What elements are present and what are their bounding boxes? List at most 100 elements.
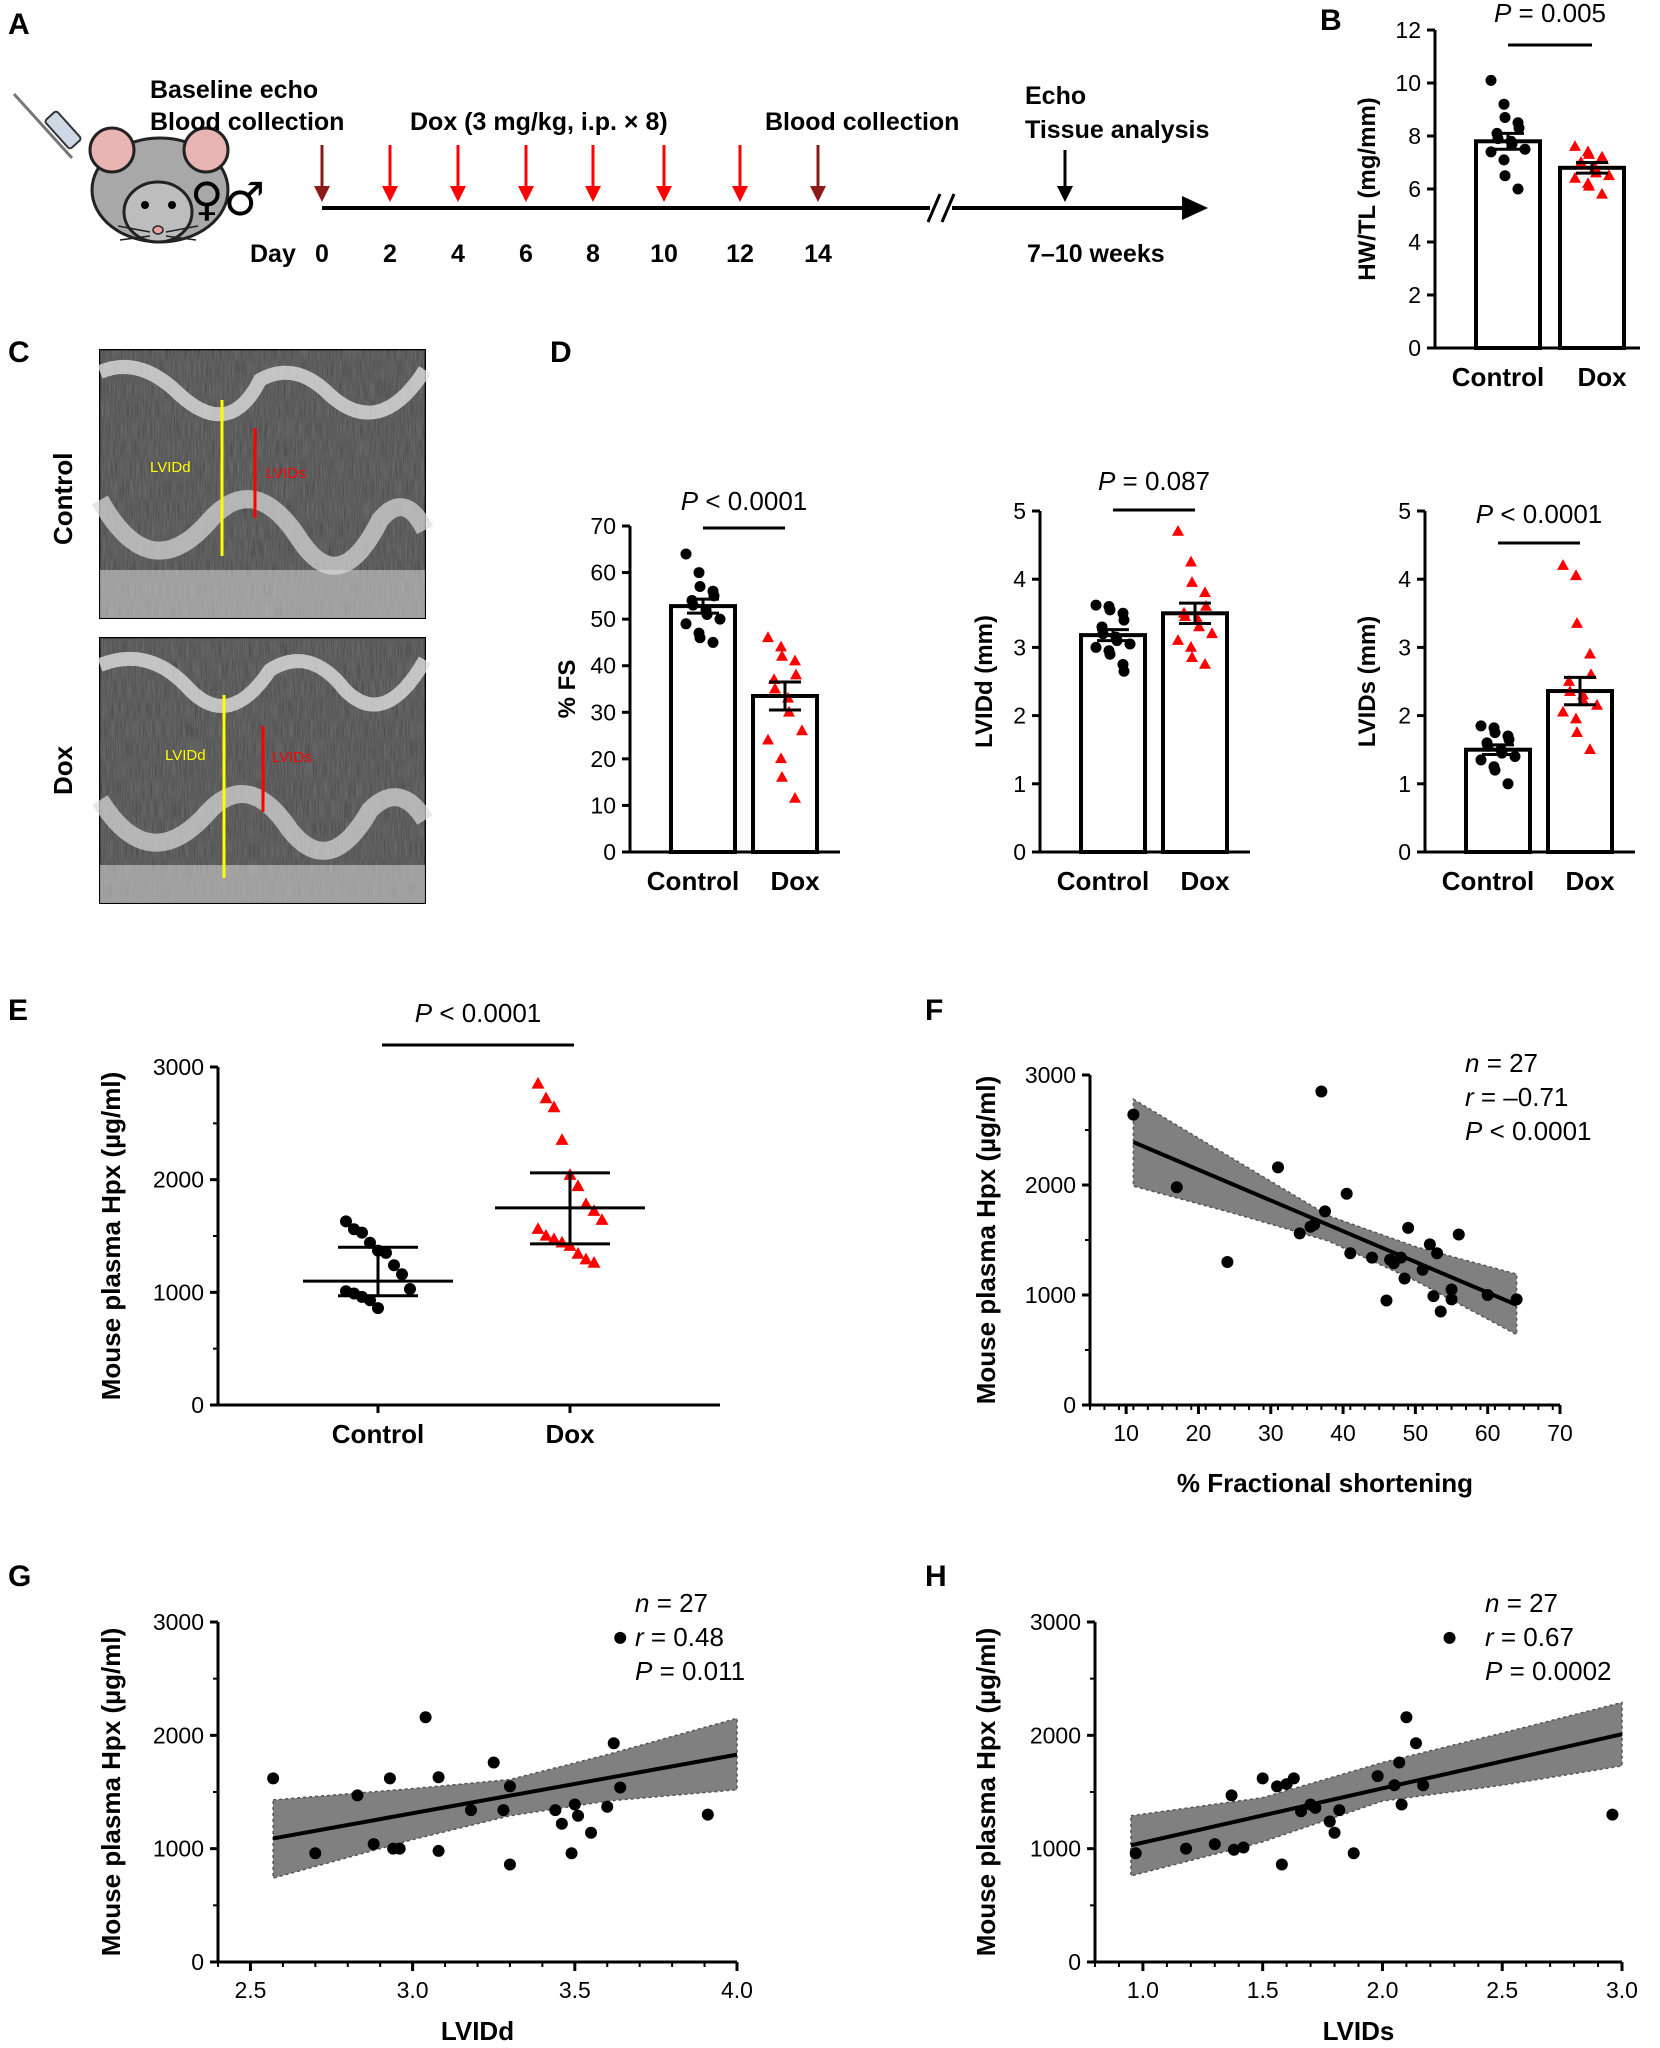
data-point-control [693, 567, 705, 579]
data-point [1394, 1251, 1407, 1264]
data-point-dox [796, 724, 808, 736]
echo-row-label-control: Control [48, 453, 78, 545]
timeline-break-1 [926, 193, 942, 223]
bar-control [669, 604, 737, 854]
data-point-control [364, 1236, 376, 1249]
x-tick-label: 70 [1547, 1420, 1573, 1446]
data-point-control [1499, 111, 1511, 123]
data-point-control [1489, 727, 1501, 739]
data-point-control [372, 1302, 384, 1315]
y-tick-label: 2000 [1025, 1172, 1076, 1198]
timeline-day-14: 14 [804, 240, 832, 268]
data-point-dox [1596, 187, 1608, 199]
data-point-dox [1193, 620, 1205, 632]
data-point-dox [1570, 569, 1582, 581]
p-value-label: P < 0.0001 [415, 998, 542, 1028]
y-tick-label: 10 [590, 792, 616, 818]
data-point-dox [762, 631, 774, 643]
data-point-dox [1569, 140, 1581, 151]
stat-label: n = 27 [1465, 1048, 1538, 1078]
x-axis-label: LVIDd [441, 2016, 514, 2046]
data-point-control [356, 1226, 368, 1239]
data-point-control [1090, 599, 1102, 611]
timeline-label-echo: Echo [1025, 82, 1086, 110]
data-point-control [1485, 74, 1497, 86]
timeline-label-dox: Dox (3 mg/kg, i.p. × 8) [410, 108, 668, 136]
data-point-dox [790, 668, 802, 680]
data-point-control [694, 581, 706, 593]
y-tick-label: 0 [1063, 1392, 1076, 1418]
data-point [1221, 1256, 1234, 1268]
timeline-label-baseline: Baseline echo [150, 76, 318, 104]
mouse-head [122, 180, 194, 244]
timeline-break-2 [940, 193, 956, 223]
data-point [1606, 1808, 1619, 1821]
y-tick-label: 0 [1013, 839, 1026, 865]
data-point [432, 1771, 445, 1784]
data-point-dox [539, 1091, 553, 1104]
data-point-dox [1172, 524, 1184, 536]
data-point-control [1090, 641, 1102, 653]
echo-images-panel: Control Dox LVIDd LVIDs LVIDd LVIDs [48, 349, 434, 904]
data-point [568, 1798, 581, 1811]
y-tick-label: 3000 [153, 1609, 204, 1635]
data-point [1427, 1290, 1440, 1303]
data-point-dox [1186, 576, 1198, 587]
data-point [1237, 1841, 1250, 1854]
x-tick-label: 1.0 [1127, 1977, 1159, 2003]
regression-line [272, 1752, 738, 1841]
timeline-day-4: 4 [451, 240, 465, 268]
data-point-dox [1571, 617, 1583, 628]
y-tick-label: 1000 [153, 1279, 204, 1305]
chart-hpx-vs-lvids: 0 1000 2000 3000 1.0 1.5 2.0 2.5 3.0 Mouse plasma… [971, 1588, 1638, 2046]
x-tick-label: Control [647, 866, 739, 896]
y-tick-label: 6 [1408, 176, 1421, 202]
mouse-ear-right [182, 126, 230, 174]
data-point-dox [1603, 169, 1615, 181]
data-point-control [404, 1282, 416, 1295]
y-axis-label: Mouse plasma Hpx (µg/ml) [96, 1072, 126, 1400]
x-tick-label: 40 [1330, 1420, 1356, 1446]
chart-plasma-hpx: 0 1000 2000 3000 Mouse plasma Hpx (µg/ml) Con… [96, 998, 720, 1449]
data-point [1431, 1247, 1444, 1260]
data-point [1295, 1805, 1308, 1818]
data-point [1445, 1283, 1458, 1296]
data-point [383, 1772, 396, 1785]
timeline-day-8: 8 [586, 240, 600, 268]
panel-label-d: D [550, 336, 572, 369]
chart-hw-tl: 0 2 4 6 8 10 12 HW/TL (mg/mm) Control Dox P = 0.00… [1354, 0, 1640, 392]
timeline-arrowhead-day-14 [810, 186, 826, 202]
data-point-dox [1206, 627, 1218, 639]
data-point [565, 1847, 578, 1860]
data-point-dox [775, 640, 787, 652]
data-point [393, 1842, 406, 1855]
data-point [1366, 1251, 1378, 1264]
data-point-dox [1571, 726, 1583, 737]
data-point-control [1502, 778, 1514, 790]
data-point-dox [531, 1076, 545, 1089]
timeline-label-tissue: Tissue analysis [1025, 116, 1209, 144]
lvids-label-dox: LVIDs [272, 749, 312, 766]
sex-symbols: ♀♂ [190, 172, 265, 226]
timeline-arrowhead-day-12 [732, 186, 748, 202]
y-tick-label: 0 [1398, 839, 1411, 865]
data-point [1309, 1801, 1322, 1814]
timeline-arrowhead-day-0 [314, 186, 330, 202]
data-point-dox [1583, 179, 1595, 191]
data-point-control [364, 1294, 376, 1307]
y-tick-label: 0 [1068, 1949, 1081, 1975]
x-tick-label: Control [1452, 362, 1544, 392]
data-point-dox [1557, 705, 1569, 717]
data-point-control [694, 632, 706, 644]
data-point [1417, 1779, 1430, 1792]
data-point [419, 1711, 432, 1724]
data-point [1275, 1858, 1288, 1871]
data-point [1443, 1631, 1456, 1644]
data-point-dox [1172, 634, 1184, 645]
data-point [1423, 1238, 1436, 1251]
mouse-illustration [12, 92, 230, 244]
data-point [614, 1781, 627, 1794]
data-point-control [680, 618, 692, 630]
data-point-dox [1591, 698, 1603, 710]
data-point [432, 1844, 445, 1857]
